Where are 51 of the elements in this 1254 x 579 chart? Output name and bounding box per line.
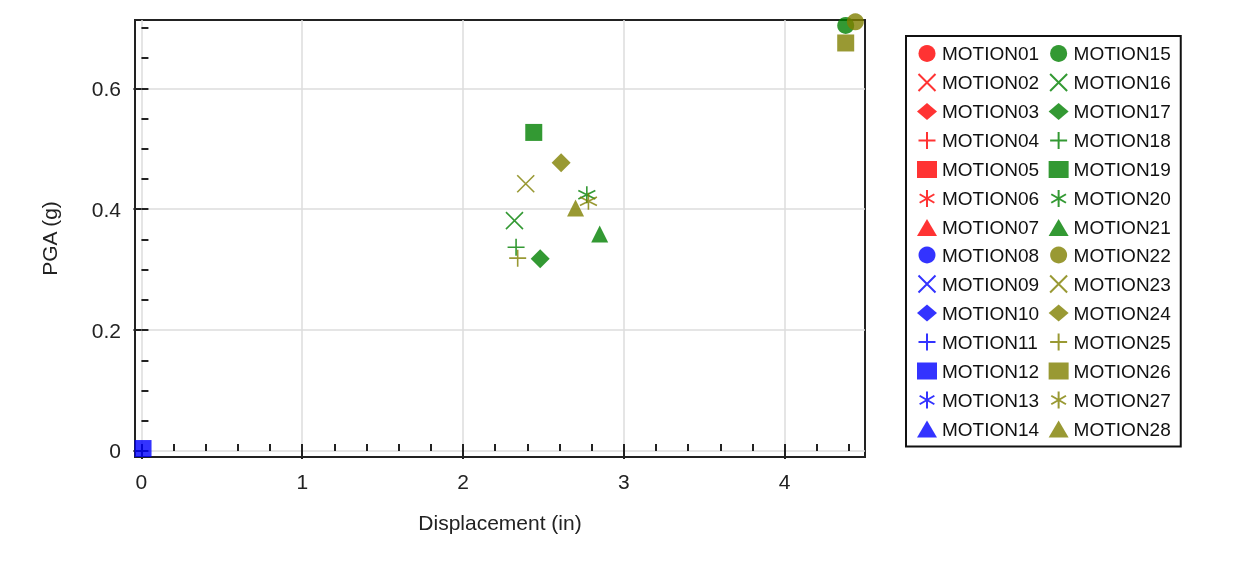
point (508, 248, 527, 268)
point (525, 123, 543, 141)
legend-label: MOTION02 (942, 72, 1040, 93)
y-tick-label: 0.2 (91, 318, 121, 342)
y-tick-label: 0.4 (91, 197, 122, 221)
legend-label: MOTION03 (942, 101, 1040, 122)
legend-label: MOTION12 (942, 360, 1040, 382)
legend-label: MOTION28 (1073, 418, 1171, 440)
legend-label: MOTION24 (1073, 302, 1172, 324)
point (505, 211, 524, 230)
point (134, 440, 152, 458)
legend-label: MOTION05 (942, 159, 1040, 180)
legend-label: MOTION04 (942, 130, 1040, 151)
legend-label: MOTION23 (1073, 273, 1171, 295)
y-axis-title: PGA (g) (38, 201, 61, 276)
legend-label: MOTION11 (942, 331, 1038, 353)
legend-label: MOTION13 (942, 389, 1040, 411)
y-tick-label: 0 (109, 439, 121, 463)
legend-label: MOTION14 (942, 418, 1040, 440)
legend-label: MOTION01 (942, 43, 1040, 64)
legend-label: MOTION20 (1073, 188, 1171, 209)
legend-label: MOTION15 (1073, 43, 1171, 64)
point (567, 199, 585, 217)
point (530, 249, 550, 269)
x-tick-label: 4 (778, 470, 791, 493)
point (579, 192, 598, 211)
legend-label: MOTION27 (1073, 389, 1171, 411)
x-tick-label: 3 (617, 470, 630, 493)
legend-label: MOTION26 (1073, 360, 1171, 382)
y-tick-label: 0.6 (91, 76, 121, 100)
x-tick-label: 1 (296, 470, 309, 493)
legend-label: MOTION06 (942, 188, 1040, 209)
x-tick-label: 2 (457, 470, 469, 493)
legend-label: MOTION19 (1073, 159, 1171, 180)
point (551, 153, 571, 173)
legend-label: MOTION08 (942, 244, 1040, 266)
point (516, 174, 536, 194)
legend-label: MOTION18 (1073, 130, 1171, 151)
point (591, 225, 609, 243)
legend-label: MOTION21 (1073, 217, 1171, 238)
x-axis-title: Displacement (in) (418, 511, 582, 534)
point (846, 13, 864, 31)
legend-label: MOTION09 (942, 273, 1040, 295)
legend-label: MOTION17 (1073, 101, 1171, 122)
legend-label: MOTION16 (1073, 72, 1171, 93)
legend-label: MOTION10 (942, 302, 1040, 324)
legend-label: MOTION07 (942, 217, 1040, 238)
legend-label: MOTION25 (1073, 331, 1171, 353)
legend-label: MOTION22 (1073, 244, 1171, 266)
point (837, 34, 855, 52)
x-tick-label: 0 (135, 470, 148, 493)
